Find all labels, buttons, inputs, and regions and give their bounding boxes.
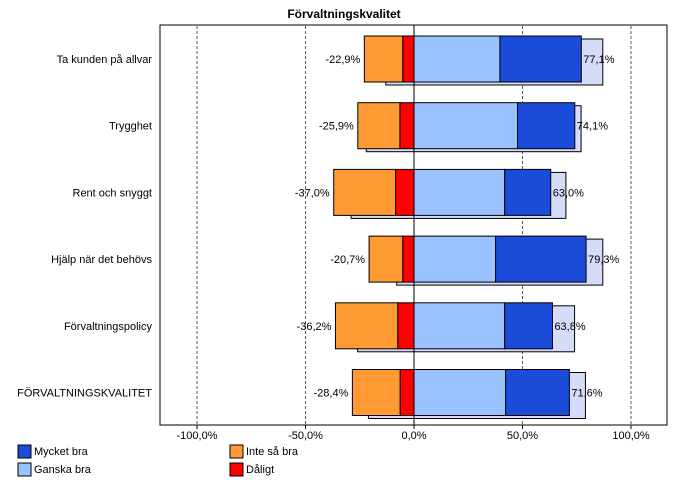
category-label: FÖRVALTNINGSKVALITET [17, 388, 152, 400]
x-tick-label: 50,0% [507, 430, 538, 442]
bar-ganska-bra [413, 302, 506, 350]
label-positive: 77,1% [583, 54, 614, 66]
label-negative: -28,4% [314, 388, 349, 400]
legend-label: Ganska bra [34, 464, 92, 476]
legend-swatch [229, 444, 244, 459]
bar-d-ligt [399, 102, 415, 150]
bar-mycket-bra [504, 168, 552, 216]
category-label: Rent och snyggt [73, 187, 153, 199]
legend-label: Dåligt [246, 464, 274, 476]
label-negative: -20,7% [330, 254, 365, 266]
bar-d-ligt [397, 302, 415, 350]
bar-mycket-bra [495, 235, 587, 283]
legend-swatch [17, 444, 32, 459]
bar-d-ligt [399, 369, 415, 416]
legend-label: Mycket bra [34, 446, 89, 458]
chart-title: Förvaltningskvalitet [287, 7, 400, 21]
bar-inte-s-bra [363, 35, 404, 83]
bar-inte-s-bra [368, 235, 404, 283]
x-tick-label: 100,0% [612, 430, 650, 442]
label-positive: 63,0% [553, 187, 584, 199]
label-positive: 63,8% [554, 321, 585, 333]
bar-d-ligt [402, 35, 415, 83]
grid-lines [196, 26, 632, 424]
bar-mycket-bra [504, 302, 553, 350]
category-label: Förvaltningspolicy [64, 321, 153, 333]
bar-ganska-bra [413, 235, 497, 283]
bar-mycket-bra [517, 102, 576, 150]
label-negative: -36,2% [297, 321, 332, 333]
x-axis-ticks: -100,0% -50,0% 0,0% 50,0% 100,0% [177, 425, 650, 442]
category-label: Trygghet [109, 121, 152, 133]
bar-inte-s-bra [351, 369, 401, 416]
x-tick-label: 0,0% [401, 430, 426, 442]
x-tick-label: -50,0% [288, 430, 323, 442]
bar-inte-s-bra [357, 102, 401, 150]
bars [333, 35, 587, 416]
bar-ganska-bra [413, 35, 501, 83]
legend-label: Inte så bra [246, 446, 299, 458]
label-positive: 71,6% [571, 388, 602, 400]
bar-ganska-bra [413, 369, 507, 416]
bar-mycket-bra [505, 369, 570, 416]
x-tick-label: -100,0% [177, 430, 218, 442]
bar-inte-s-bra [334, 302, 399, 350]
category-label: Ta kunden på allvar [57, 54, 153, 66]
label-positive: 79,3% [588, 254, 619, 266]
bar-inte-s-bra [333, 168, 397, 216]
label-negative: -25,9% [319, 121, 354, 133]
label-negative: -37,0% [295, 187, 330, 199]
label-negative: -22,9% [325, 54, 360, 66]
legend-swatch [229, 462, 244, 477]
category-label: Hjälp när det behövs [51, 254, 152, 266]
bar-d-ligt [402, 235, 415, 283]
legend-swatch [17, 462, 32, 477]
category-labels: Ta kunden på allvar Trygghet Rent och snyg… [17, 54, 152, 400]
legend: Mycket bra Inte så bra Ganska bra Dåligt [17, 444, 299, 477]
label-positive: 74,1% [577, 121, 608, 133]
bar-ganska-bra [413, 168, 506, 216]
bar-mycket-bra [499, 35, 582, 83]
bar-ganska-bra [413, 102, 519, 150]
bar-d-ligt [395, 168, 415, 216]
data-labels: -22,9% 77,1% -25,9% 74,1% -37,0% 63,0% -20,7% 7… [295, 54, 620, 400]
